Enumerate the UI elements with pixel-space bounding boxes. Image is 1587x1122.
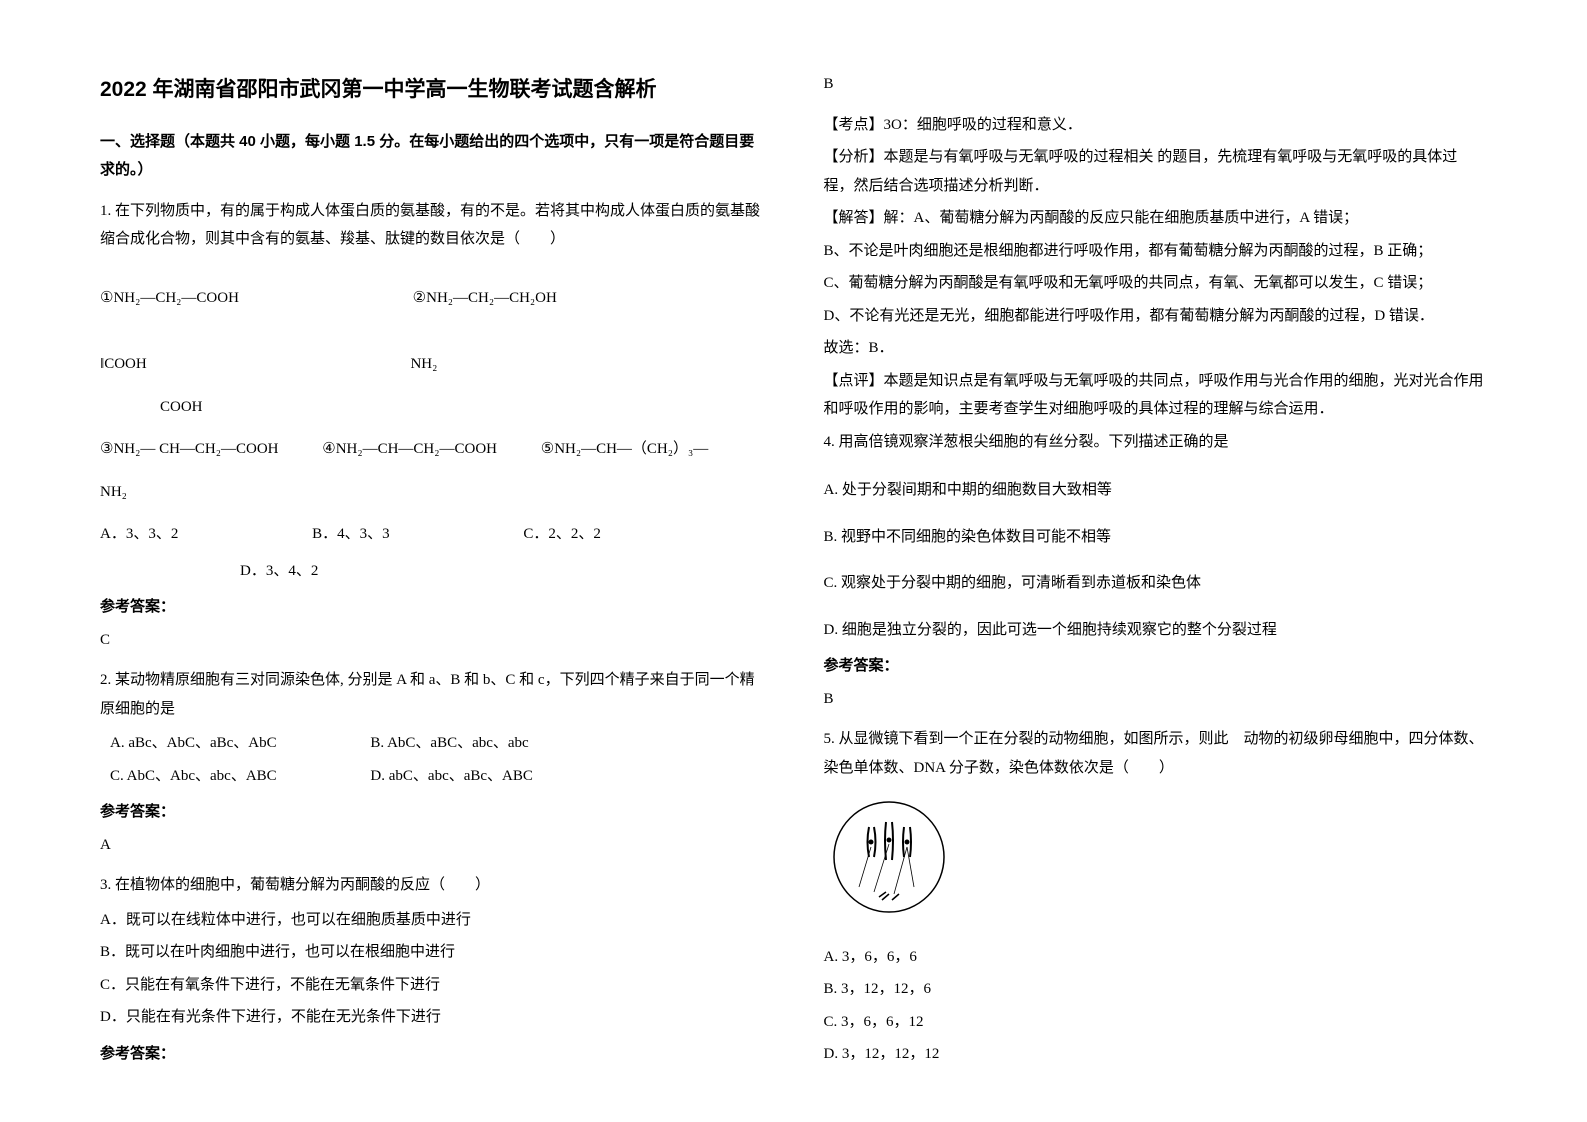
q5-optA: A. 3，6，6，6 bbox=[824, 943, 1488, 972]
q3-optC: C．只能在有氧条件下进行，不能在无氧条件下进行 bbox=[100, 971, 764, 1000]
q1-options-line2: D．3、4、2 bbox=[100, 557, 764, 586]
q3-answer-label: 参考答案： bbox=[100, 1040, 764, 1069]
q1-optB: B．4、3、3 bbox=[312, 526, 390, 542]
page-container: 2022 年湖南省邵阳市武冈第一中学高一生物联考试题含解析 一、选择题（本题共 … bbox=[100, 70, 1487, 1052]
main-title: 2022 年湖南省邵阳市武冈第一中学高一生物联考试题含解析 bbox=[100, 70, 764, 110]
q4-optA: A. 处于分裂间期和中期的细胞数目大致相等 bbox=[824, 476, 1488, 505]
q1-formula-row1: ①NH₂—CH₂—COOH ②NH₂—CH₂—CH₂OH bbox=[100, 284, 764, 313]
q5-optC: C. 3，6，6，12 bbox=[824, 1008, 1488, 1037]
section-header: 一、选择题（本题共 40 小题，每小题 1.5 分。在每小题给出的四个选项中，只… bbox=[100, 128, 764, 185]
q5-optD: D. 3，12，12，12 bbox=[824, 1040, 1488, 1069]
q1-formula2: ②NH₂—CH₂—CH₂OH bbox=[413, 284, 557, 313]
q1-formula5: ⑤NH₂—CH—（CH₂）₃— bbox=[541, 441, 708, 457]
q1-optC: C．2、2、2 bbox=[523, 526, 601, 542]
q3-optB: B．既可以在叶肉细胞中进行，也可以在根细胞中进行 bbox=[100, 938, 764, 967]
q2-answer: A bbox=[100, 831, 764, 860]
q3-text: 3. 在植物体的细胞中，葡萄糖分解为丙酮酸的反应（ ） bbox=[100, 871, 764, 900]
q4-answer-label: 参考答案： bbox=[824, 652, 1488, 681]
q1-cooh2: COOH bbox=[160, 399, 203, 415]
q3-solve-b: B、不论是叶肉细胞还是根细胞都进行呼吸作用，都有葡萄糖分解为丙酮酸的过程，B 正… bbox=[824, 237, 1488, 266]
q1-formula-row2: ③NH₂— CH—CH₂—COOH ④NH₂—CH—CH₂—COOH ⑤NH₂—… bbox=[100, 435, 764, 464]
q1-nh2-end-row: NH₂ bbox=[100, 478, 764, 507]
q1-optA: A．3、3、2 bbox=[100, 526, 178, 542]
q4-answer: B bbox=[824, 685, 1488, 714]
q4-optC: C. 观察处于分裂中期的细胞，可清晰看到赤道板和染色体 bbox=[824, 569, 1488, 598]
q2-opts-line2: C. AbC、Abc、abc、ABC D. abC、abc、aBc、ABC bbox=[100, 762, 764, 791]
q2-optC: C. AbC、Abc、abc、ABC bbox=[110, 768, 277, 784]
q2-opts-line1: A. aBc、AbC、aBc、AbC B. AbC、aBC、abc、abc bbox=[100, 729, 764, 758]
q4-optD: D. 细胞是独立分裂的，因此可选一个细胞持续观察它的整个分裂过程 bbox=[824, 616, 1488, 645]
q3-conclusion: 故选：B． bbox=[824, 334, 1488, 363]
q1-answer-label: 参考答案： bbox=[100, 593, 764, 622]
q3-solve-c: C、葡萄糖分解为丙酮酸是有氧呼吸和无氧呼吸的共同点，有氧、无氧都可以发生，C 错… bbox=[824, 269, 1488, 298]
left-column: 2022 年湖南省邵阳市武冈第一中学高一生物联考试题含解析 一、选择题（本题共 … bbox=[100, 70, 764, 1052]
q1-formula4: ④NH₂—CH—CH₂—COOH bbox=[322, 441, 497, 457]
q2-optB: B. AbC、aBC、abc、abc bbox=[370, 735, 528, 751]
cell-diagram bbox=[824, 792, 1488, 933]
right-column: B 【考点】3O：细胞呼吸的过程和意义． 【分析】本题是与有氧呼吸与无氧呼吸的过… bbox=[824, 70, 1488, 1052]
q5-optB: B. 3，12，12，6 bbox=[824, 975, 1488, 1004]
q1-optD: D．3、4、2 bbox=[240, 563, 318, 579]
q1-answer: C bbox=[100, 626, 764, 655]
q1-cooh2-row: COOH bbox=[100, 393, 764, 422]
q3-comment: 【点评】本题是知识点是有氧呼吸与无氧呼吸的共同点，呼吸作用与光合作用的细胞，光对… bbox=[824, 367, 1488, 424]
q5-text: 5. 从显微镜下看到一个正在分裂的动物细胞，如图所示，则此 动物的初级卵母细胞中… bbox=[824, 725, 1488, 782]
cell-svg bbox=[824, 792, 954, 922]
q1-cooh-row: ‖COOH NH₂ bbox=[100, 350, 764, 379]
q1-nh2-right: NH₂ bbox=[410, 356, 437, 372]
q2-answer-label: 参考答案： bbox=[100, 798, 764, 827]
q2-optD: D. abC、abc、aBc、ABC bbox=[370, 768, 532, 784]
q3-optD: D．只能在有光条件下进行，不能在无光条件下进行 bbox=[100, 1003, 764, 1032]
q4-optB: B. 视野中不同细胞的染色体数目可能不相等 bbox=[824, 523, 1488, 552]
q2-text: 2. 某动物精原细胞有三对同源染色体, 分别是 A 和 a、B 和 b、C 和 … bbox=[100, 666, 764, 723]
q3-answer: B bbox=[824, 70, 1488, 99]
q1-formula1: ①NH₂—CH₂—COOH bbox=[100, 284, 239, 313]
q1-formula3: ③NH₂— CH—CH₂—COOH bbox=[100, 441, 279, 457]
q1-text: 1. 在下列物质中，有的属于构成人体蛋白质的氨基酸，有的不是。若将其中构成人体蛋… bbox=[100, 197, 764, 254]
q4-text: 4. 用高倍镜观察洋葱根尖细胞的有丝分裂。下列描述正确的是 bbox=[824, 428, 1488, 457]
q1-nh2-end: NH₂ bbox=[100, 484, 127, 500]
q3-optA: A．既可以在线粒体中进行，也可以在细胞质基质中进行 bbox=[100, 906, 764, 935]
q1-options: A．3、3、2 B．4、3、3 C．2、2、2 bbox=[100, 520, 764, 549]
q3-solve-a: 【解答】解：A、葡萄糖分解为丙酮酸的反应只能在细胞质基质中进行，A 错误； bbox=[824, 204, 1488, 233]
q3-solve-d: D、不论有光还是无光，细胞都能进行呼吸作用，都有葡萄糖分解为丙酮酸的过程，D 错… bbox=[824, 302, 1488, 331]
q3-point: 【考点】3O：细胞呼吸的过程和意义． bbox=[824, 111, 1488, 140]
q2-optA: A. aBc、AbC、aBc、AbC bbox=[110, 735, 277, 751]
q1-cooh1: ‖COOH bbox=[100, 356, 147, 372]
q3-analysis: 【分析】本题是与有氧呼吸与无氧呼吸的过程相关 的题目，先梳理有氧呼吸与无氧呼吸的… bbox=[824, 143, 1488, 200]
